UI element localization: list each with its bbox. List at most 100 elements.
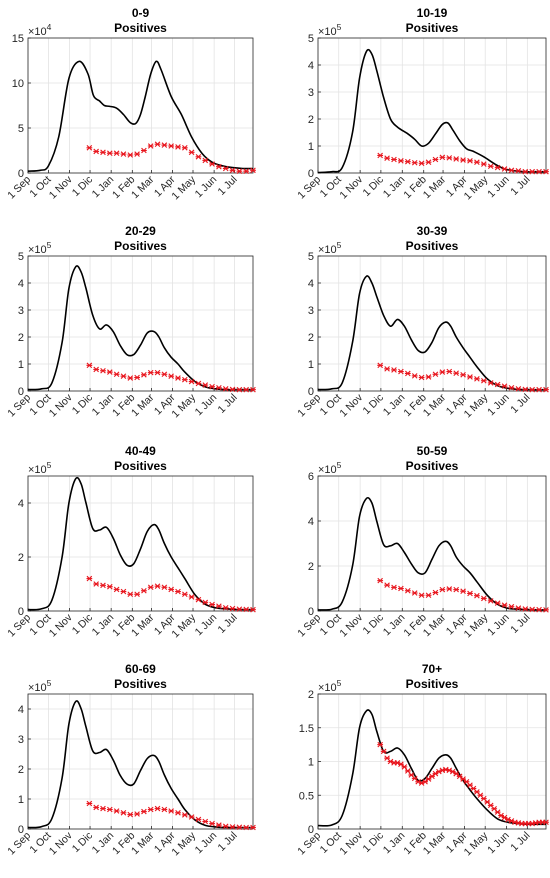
subplot-subtitle: Positives	[114, 239, 167, 253]
x-tick-label: 1 May	[169, 611, 198, 640]
observed-marker	[222, 165, 229, 172]
observed-marker	[113, 371, 120, 378]
y-tick-label: 10	[12, 78, 24, 90]
observed-marker	[391, 156, 397, 163]
observed-marker	[168, 373, 175, 379]
subplot-subtitle: Positives	[114, 677, 167, 691]
observed-marker	[487, 163, 494, 170]
observed-marker	[460, 372, 466, 378]
observed-marker	[229, 167, 236, 174]
observed-marker	[474, 376, 480, 382]
y-tick-label: 4	[308, 516, 314, 528]
x-tick-label: 1 Jul	[216, 830, 240, 854]
observed-marker	[161, 584, 168, 591]
observed-marker	[377, 152, 384, 159]
observed-marker	[106, 369, 113, 375]
observed-marker	[229, 824, 236, 830]
observed-marker	[161, 806, 168, 813]
observed-marker	[515, 605, 522, 611]
observed-marker	[86, 800, 93, 807]
observed-marker	[181, 376, 188, 383]
x-tick-label: 1 Nov	[47, 173, 75, 201]
subplot-subtitle: Positives	[406, 677, 459, 691]
x-tick-label: 1 Dic	[361, 830, 386, 855]
y-tick-label: 2	[308, 114, 314, 126]
y-tick-label: 1	[18, 794, 24, 806]
observed-marker	[147, 584, 154, 591]
x-tick-label: 1 Jun	[193, 392, 220, 419]
multiplier-base: ×10	[318, 244, 337, 256]
observed-marker	[86, 362, 93, 369]
observed-marker	[398, 368, 404, 375]
y-tick-label: 1	[308, 359, 314, 371]
x-tick-label: 1 May	[169, 173, 198, 202]
axes-box	[317, 37, 547, 174]
y-axis-multiplier: ×104	[28, 22, 52, 38]
x-tick-label: 1 Nov	[47, 391, 75, 419]
observed-marker	[543, 819, 549, 826]
observed-marker	[536, 168, 542, 175]
observed-marker	[216, 822, 222, 828]
observed-marker	[106, 583, 113, 590]
observed-marker	[536, 386, 542, 393]
multiplier-exponent: 4	[47, 22, 52, 32]
observed-marker	[411, 159, 418, 166]
observed-marker	[411, 373, 418, 379]
observed-marker	[418, 592, 425, 599]
observed-marker	[377, 577, 384, 584]
observed-marker	[480, 377, 487, 384]
y-tick-label: 2	[18, 332, 24, 344]
x-tick-label: 1 Jul	[216, 392, 240, 416]
observed-marker	[113, 586, 120, 593]
y-tick-label: 3	[308, 305, 314, 317]
y-tick-label: 15	[12, 33, 24, 45]
observed-marker	[229, 605, 236, 612]
observed-marker	[216, 163, 222, 170]
x-tick-label: 1 Nov	[337, 173, 365, 201]
observed-marker	[202, 599, 209, 606]
multiplier-exponent: 5	[47, 678, 52, 688]
observed-marker	[100, 149, 106, 156]
observed-marker	[120, 810, 127, 816]
model-line	[27, 265, 253, 391]
observed-marker	[446, 368, 453, 375]
observed-marker	[147, 369, 154, 376]
x-tick-label: 1 Mar	[129, 611, 157, 639]
observed-marker	[384, 366, 390, 372]
axes-box	[317, 255, 547, 392]
observed-marker	[418, 160, 425, 167]
observed-marker	[543, 168, 549, 175]
x-tick-label: 1 Jul	[508, 392, 532, 416]
y-tick-label: 4	[308, 278, 314, 290]
observed-marker	[474, 159, 480, 165]
x-tick-label: 1 May	[169, 391, 198, 420]
observed-marker	[202, 157, 209, 164]
observed-marker	[175, 810, 181, 816]
x-tick-label: 1 Jan	[381, 830, 408, 857]
x-tick-label: 1 Mar	[129, 829, 157, 857]
observed-marker	[453, 156, 460, 162]
subplot-title: 60-69	[125, 662, 156, 676]
observed-marker	[508, 384, 515, 391]
x-tick-label: 1 Sep	[5, 392, 33, 420]
y-tick-label: 2	[308, 332, 314, 344]
x-tick-label: 1 May	[462, 829, 491, 858]
observed-marker	[480, 161, 487, 167]
y-tick-label: 0.5	[299, 790, 314, 802]
x-tick-label: 1 Sep	[5, 612, 33, 640]
observed-marker	[141, 372, 147, 378]
observed-marker	[494, 164, 501, 171]
axes-box	[27, 693, 254, 830]
x-tick-label: 1 Mar	[421, 173, 449, 201]
observed-marker	[222, 604, 229, 611]
multiplier-exponent: 5	[337, 678, 342, 688]
observed-marker	[439, 586, 446, 593]
observed-marker	[494, 381, 501, 388]
x-tick-label: 1 Jul	[216, 174, 240, 198]
observed-marker	[474, 592, 480, 599]
observed-marker	[425, 159, 432, 165]
y-tick-label: 1.5	[299, 723, 314, 735]
observed-marker	[384, 155, 390, 161]
